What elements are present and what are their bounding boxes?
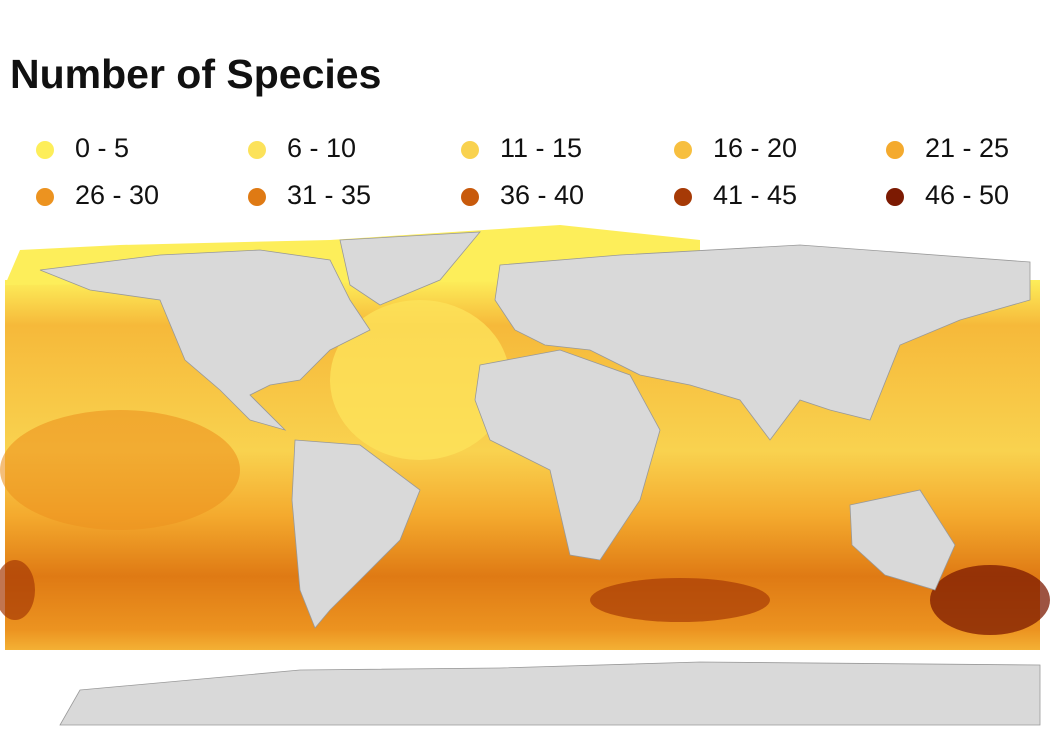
- legend-swatch: [248, 141, 266, 159]
- legend-label: 41 - 45: [713, 180, 797, 210]
- north-america: [39, 249, 371, 431]
- ocean-patch: [590, 578, 770, 622]
- legend-swatch: [36, 188, 54, 206]
- antarctica: [59, 661, 1041, 726]
- legend-label: 46 - 50: [925, 180, 1009, 210]
- legend-swatch: [248, 188, 266, 206]
- ocean-patch: [0, 410, 240, 530]
- legend-label: 31 - 35: [287, 180, 371, 210]
- greenland: [339, 231, 481, 306]
- australia: [849, 489, 956, 591]
- legend-swatch: [674, 188, 692, 206]
- africa: [474, 349, 661, 561]
- legend-label: 36 - 40: [500, 180, 584, 210]
- legend: 0 - 5 6 - 10 11 - 15 16 - 20 21 - 25 26 - 30 3…: [36, 133, 1009, 210]
- legend-swatch: [886, 188, 904, 206]
- south-america: [291, 439, 421, 629]
- ocean-patch: [330, 300, 510, 460]
- legend-swatch: [36, 141, 54, 159]
- eurasia: [494, 244, 1031, 441]
- legend-swatch: [461, 188, 479, 206]
- legend-swatch: [461, 141, 479, 159]
- legend-label: 0 - 5: [75, 133, 129, 163]
- legend-label: 26 - 30: [75, 180, 159, 210]
- ocean-patch: [0, 560, 35, 620]
- legend-swatch: [886, 141, 904, 159]
- ocean-patch: [930, 565, 1050, 635]
- legend-label: 11 - 15: [500, 133, 582, 163]
- legend-label: 16 - 20: [713, 133, 797, 163]
- legend-label: 21 - 25: [925, 133, 1009, 163]
- map-title: Number of Species: [10, 51, 381, 97]
- legend-swatch: [674, 141, 692, 159]
- legend-label: 6 - 10: [287, 133, 356, 163]
- map: [0, 225, 1050, 726]
